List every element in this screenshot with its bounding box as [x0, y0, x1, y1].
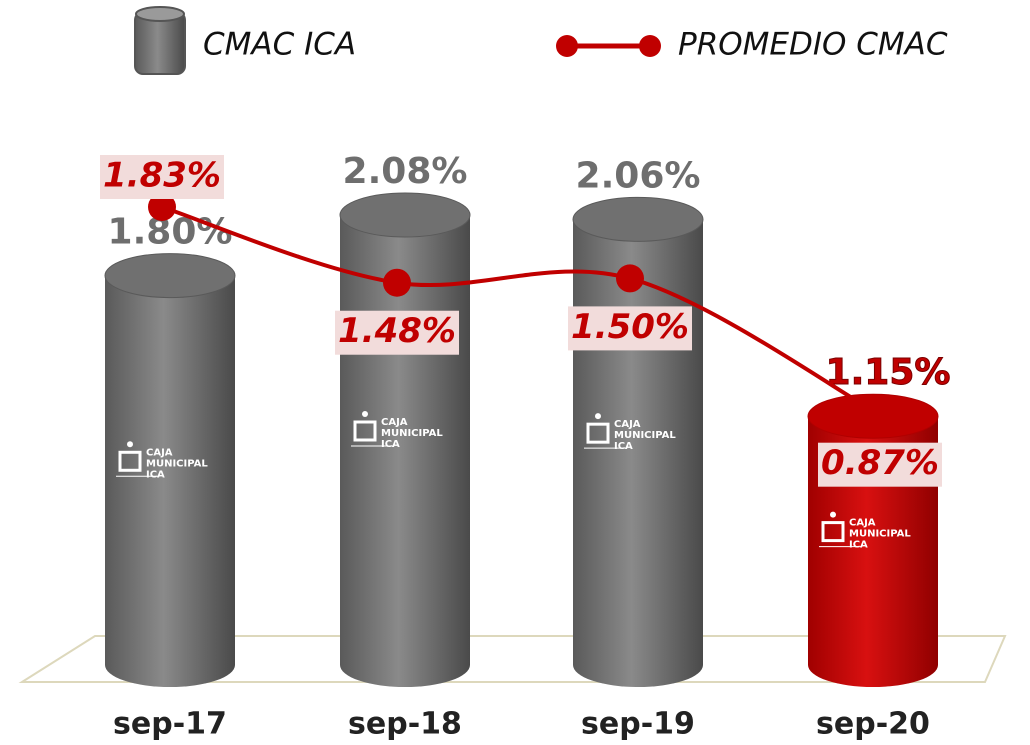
- x-tick-label: sep-18: [348, 707, 462, 742]
- bar-body: [105, 275, 235, 687]
- logo-dot: [362, 411, 368, 417]
- bar-value-label: 2.06%: [576, 155, 701, 196]
- line-label-box: [568, 306, 692, 351]
- line-value-label: 1.48%: [338, 311, 456, 351]
- logo-text: CAJA: [614, 419, 641, 430]
- logo-text: ICA: [849, 540, 868, 551]
- logo-text: CAJA: [146, 447, 173, 458]
- logo-text: ICA: [146, 469, 165, 480]
- x-tick-label: sep-19: [581, 707, 695, 742]
- logo-text: CAJA: [849, 518, 876, 529]
- logo-dot: [595, 413, 601, 420]
- bar-top: [104, 253, 236, 299]
- x-tick-label: sep-20: [816, 707, 930, 742]
- legend-swatch-top: [135, 6, 185, 22]
- x-tick-label: sep-17: [113, 707, 227, 742]
- legend-marker: [639, 35, 661, 57]
- legend: CMAC ICA PROMEDIO CMAC: [134, 6, 948, 75]
- logo-icon: [353, 420, 377, 442]
- logo-text: MUNICIPAL: [614, 430, 676, 441]
- logo-text: MUNICIPAL: [381, 428, 443, 439]
- line-value-label: 1.50%: [571, 307, 689, 347]
- line-marker: [148, 193, 176, 221]
- line-value-label: 1.83%: [103, 156, 221, 196]
- logo-icon: [586, 422, 610, 444]
- logo-text: CAJA: [381, 417, 408, 428]
- logo-text: MUNICIPAL: [849, 529, 911, 540]
- line-marker: [383, 268, 411, 297]
- bar-top: [572, 196, 704, 242]
- line-label-box: [335, 310, 459, 355]
- line-marker: [866, 400, 894, 429]
- line-label-box: [100, 155, 224, 199]
- bar-top: [339, 192, 471, 238]
- logo-text: MUNICIPAL: [146, 458, 208, 469]
- logo-text: ICA: [381, 439, 400, 450]
- legend-label: CMAC ICA: [203, 27, 356, 63]
- logo-dot: [127, 441, 133, 448]
- line-marker: [616, 264, 644, 293]
- logo-dot: [830, 511, 836, 518]
- line-value-label: 0.87%: [821, 443, 939, 483]
- logo-icon: [821, 521, 845, 543]
- line: [161, 205, 881, 417]
- legend-label: PROMEDIO CMAC: [678, 27, 948, 63]
- bar-value-label: 2.08%: [343, 151, 468, 192]
- bar-value-label: 1.15%: [826, 352, 951, 393]
- legend-marker: [556, 35, 578, 57]
- logo-text: ICA: [614, 441, 633, 452]
- logo-icon: [118, 450, 142, 472]
- line-label-box: [818, 442, 942, 487]
